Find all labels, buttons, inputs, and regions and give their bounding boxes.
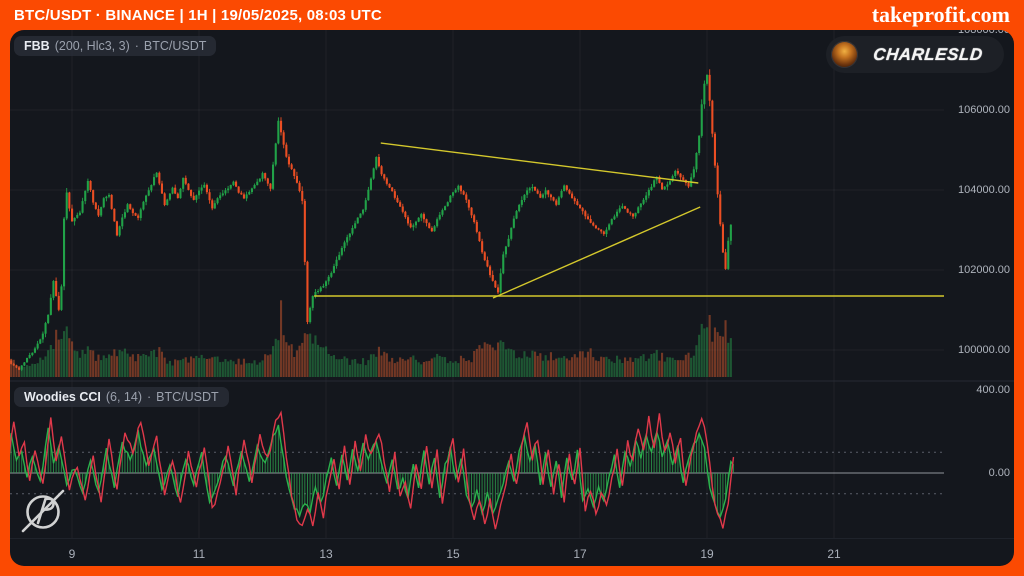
indicator-params: (200, Hlc3, 3) <box>54 39 130 53</box>
time-axis-label[interactable]: 9 <box>68 547 76 561</box>
time-axis-label[interactable]: 13 <box>319 547 333 561</box>
user-watermark-badge: CHARLESLD <box>826 36 1004 73</box>
chart-panel[interactable]: FBB (200, Hlc3, 3) · BTC/USDT Woodies CC… <box>10 30 1014 566</box>
takeprofit-logo-watermark <box>21 489 65 533</box>
price-axis-label[interactable]: 102000.00 <box>958 264 1010 276</box>
time-axis-label[interactable]: 19 <box>700 547 714 561</box>
price-axis-label[interactable]: 100000.00 <box>958 344 1010 356</box>
top-banner: BTC/USDT · BINANCE | 1H | 19/05/2025, 08… <box>0 0 1024 30</box>
cci-axis-label[interactable]: 0.00 <box>988 467 1010 479</box>
price-axis-label[interactable]: 108000.00 <box>958 30 1010 36</box>
indicator-name: Woodies CCI <box>24 390 101 404</box>
separator-dot: · <box>134 39 139 53</box>
indicator-symbol: BTC/USDT <box>143 39 207 53</box>
chart-title: BTC/USDT · BINANCE | 1H | 19/05/2025, 08… <box>14 6 382 24</box>
indicator-params: (6, 14) <box>105 390 142 404</box>
price-axis-label[interactable]: 106000.00 <box>958 104 1010 116</box>
time-axis-label[interactable]: 17 <box>573 547 587 561</box>
cci-axis-label[interactable]: 400.00 <box>976 384 1010 396</box>
indicator-name: FBB <box>24 39 50 53</box>
price-axis-label[interactable]: 104000.00 <box>958 184 1010 196</box>
indicator-pill-fbb[interactable]: FBB (200, Hlc3, 3) · BTC/USDT <box>14 36 217 56</box>
separator-dot: · <box>147 390 152 404</box>
indicator-pill-woodies-cci[interactable]: Woodies CCI (6, 14) · BTC/USDT <box>14 387 229 407</box>
username-watermark: CHARLESLD <box>872 44 984 64</box>
indicator-symbol: BTC/USDT <box>156 390 219 404</box>
time-axis-label[interactable]: 21 <box>827 547 841 561</box>
brand-watermark: takeprofit.com <box>871 2 1010 27</box>
time-axis-label[interactable]: 15 <box>446 547 460 561</box>
time-axis-label[interactable]: 11 <box>192 547 206 561</box>
chart-canvas[interactable] <box>10 30 1014 566</box>
avatar <box>831 41 858 68</box>
